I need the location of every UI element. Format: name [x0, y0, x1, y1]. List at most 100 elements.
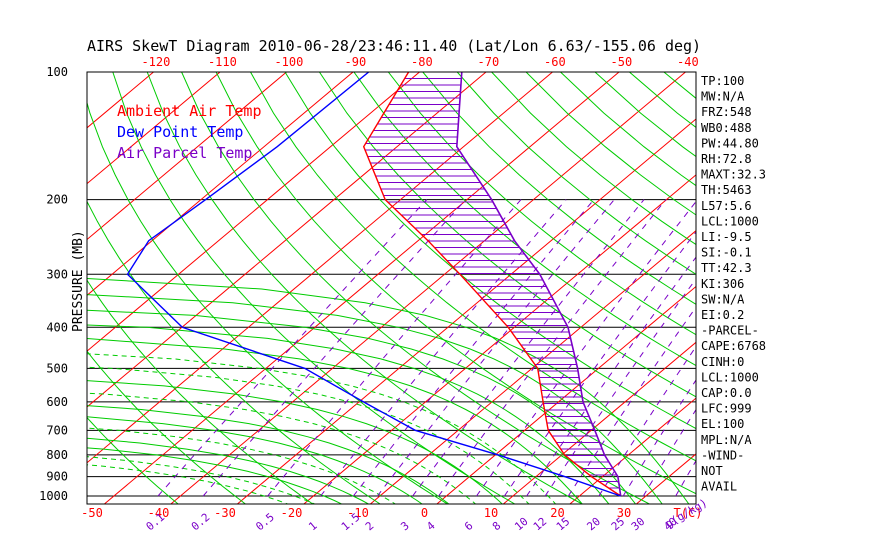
moist-adiabat	[87, 427, 397, 504]
isotherm-line	[87, 72, 487, 408]
bottom-temp-tick-label: 30	[617, 506, 631, 520]
dry-adiabat	[87, 279, 314, 504]
dry-adiabat	[491, 72, 696, 246]
isotherm-line	[236, 118, 696, 504]
bottom-temp-tick-label: 10	[484, 506, 498, 520]
dry-adiabat	[87, 100, 449, 504]
index-item: -PARCEL-	[701, 324, 759, 338]
moist-adiabat	[87, 456, 317, 504]
mixing-ratio-line	[412, 199, 645, 497]
bottom-temp-tick-label: -10	[347, 506, 369, 520]
dry-adiabat	[284, 72, 696, 430]
y-axis-label: PRESSURE (MB)	[71, 230, 86, 332]
plot-grid	[0, 70, 870, 506]
index-item: SI:-0.1	[701, 246, 752, 260]
pressure-tick-label: 400	[46, 320, 68, 334]
plot-frame	[86, 71, 697, 505]
top-temp-tick-label: -90	[345, 55, 367, 69]
top-temp-tick-label: -110	[208, 55, 237, 69]
legend-entry: Dew Point Temp	[117, 123, 243, 141]
pressure-tick-label: 700	[46, 423, 68, 437]
mixing-ratio-line	[202, 199, 467, 497]
index-item: MPL:N/A	[701, 433, 752, 447]
bottom-temp-tick-label: 0	[421, 506, 428, 520]
isotherm-line	[103, 72, 620, 504]
mixing-ratio-tick-label: 4	[424, 519, 438, 533]
mixing-ratio-line	[352, 199, 595, 497]
top-temp-tick-label: -70	[478, 55, 500, 69]
dry-adiabat	[456, 72, 696, 275]
dry-adiabat	[387, 72, 696, 336]
top-temp-tick-label: -60	[544, 55, 566, 69]
isotherm-line	[502, 341, 696, 504]
dew-point-line	[126, 72, 621, 497]
isotherm-line	[87, 72, 421, 352]
top-temp-tick-label: -100	[274, 55, 303, 69]
mixing-ratio-tick-label: 12	[531, 515, 550, 533]
pressure-tick-label: 800	[46, 448, 68, 462]
index-item: WB0:488	[701, 121, 752, 135]
dry-adiabat	[87, 416, 179, 504]
index-item: FRZ:548	[701, 105, 752, 119]
index-item: RH:72.8	[701, 152, 752, 166]
moist-adiabat	[87, 392, 477, 504]
mixing-ratio-line	[267, 199, 522, 497]
index-item: MW:N/A	[701, 90, 745, 104]
bottom-temp-tick-label: 20	[550, 506, 564, 520]
top-temp-tick-label: -120	[141, 55, 170, 69]
parcel-temp-line	[455, 72, 622, 497]
mixing-ratio-line	[544, 278, 696, 497]
top-temp-tick-label: -80	[411, 55, 433, 69]
cape-hatch	[365, 72, 621, 495]
index-item: LI:-9.5	[701, 230, 752, 244]
mixing-ratio-tick-label: 20	[584, 515, 603, 533]
dry-adiabat	[802, 72, 870, 505]
moist-adiabat	[0, 338, 530, 505]
pressure-tick-label: 900	[46, 470, 68, 484]
bottom-temp-tick-label: -50	[81, 506, 103, 520]
top-temp-tick-label: -50	[611, 55, 633, 69]
isotherm-line	[87, 72, 221, 185]
index-item: KI:306	[701, 277, 744, 291]
index-item: TP:100	[701, 74, 744, 88]
index-item: CAP:0.0	[701, 386, 752, 400]
profiles	[126, 72, 622, 497]
index-item: LFC:999	[701, 402, 752, 416]
index-item: LCL:1000	[701, 370, 759, 384]
moist-adiabat	[87, 353, 557, 504]
isotherm-line	[767, 70, 870, 506]
index-item: MAXT:32.3	[701, 168, 766, 182]
chart-title: AIRS SkewT Diagram 2010-06-28/23:46:11.4…	[87, 37, 701, 55]
dry-adiabat	[146, 72, 584, 504]
index-item: L57:5.6	[701, 199, 752, 213]
index-item: PW:44.80	[701, 136, 759, 150]
index-item: LCL:1000	[701, 214, 759, 228]
pressure-tick-label: 1000	[39, 489, 68, 503]
index-item: TH:5463	[701, 183, 752, 197]
isotherm-line	[569, 397, 696, 504]
mixing-ratio-tick-label: 6	[462, 519, 475, 533]
index-item: CAPE:6768	[701, 339, 766, 353]
legend-entry: Air Parcel Temp	[117, 144, 252, 162]
temp-unit-label: T(C)	[674, 506, 703, 520]
mixing-ratio-tick-label: 3	[398, 519, 411, 533]
mixing-ratio-line	[567, 306, 696, 497]
mixing-ratio-tick-label: 10	[512, 515, 531, 533]
legend-entry: Ambient Air Temp	[117, 102, 262, 120]
isotherm-line	[369, 230, 696, 504]
ambient-temp-line	[362, 72, 622, 497]
dry-adiabat	[87, 350, 247, 504]
isotherm-line	[436, 285, 696, 504]
mixing-ratio-tick-label: 30	[629, 515, 648, 533]
index-item: SW:N/A	[701, 292, 745, 306]
index-item: AVAIL	[701, 480, 737, 494]
pressure-tick-label: 600	[46, 395, 68, 409]
isotherm-line	[87, 72, 554, 464]
bottom-temp-tick-label: -20	[281, 506, 303, 520]
top-temp-tick-label: -40	[677, 55, 699, 69]
index-item: EL:100	[701, 417, 744, 431]
bottom-temp-tick-label: -30	[214, 506, 236, 520]
